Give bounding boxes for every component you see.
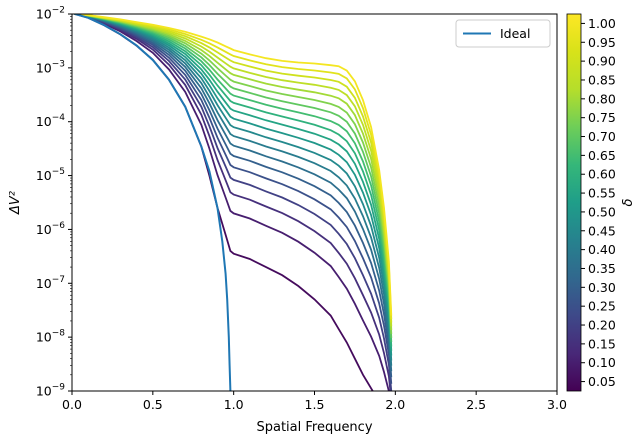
colorbar-tick-label: 0.65: [588, 148, 616, 163]
delta-series-line: [72, 14, 393, 356]
y-tick-label: 10−5: [36, 167, 65, 183]
colorbar-tick-label: 0.55: [588, 186, 616, 201]
colorbar-tick-label: 0.45: [588, 223, 616, 238]
colorbar-tick-label: 0.90: [588, 54, 616, 69]
y-tick-base: 10: [36, 7, 52, 22]
x-axis: 0.0 0.5 1.0 1.5 2.0 2.5 3.0: [62, 391, 567, 412]
y-tick-base: 10: [36, 168, 52, 183]
legend: Ideal: [455, 19, 551, 48]
x-tick-label: 2.0: [385, 397, 405, 412]
ideal-series-layer: [72, 14, 232, 391]
x-tick-label: 2.5: [466, 397, 486, 412]
y-tick-base: 10: [36, 384, 52, 399]
y-tick-exponent: −9: [52, 383, 66, 393]
legend-frame: [455, 19, 551, 48]
y-tick-exponent: −3: [52, 59, 65, 69]
y-tick-exponent: −6: [52, 221, 66, 231]
colorbar-tick-label: 0.30: [588, 280, 616, 295]
y-tick-label: 10−2: [36, 6, 65, 22]
delta-series-line: [72, 14, 393, 347]
ideal-series-line: [72, 14, 232, 391]
colorbar-tick-label: 0.85: [588, 72, 616, 87]
colorbar-tick-label: 0.60: [588, 167, 616, 182]
colorbar-tick-label: 0.70: [588, 129, 616, 144]
colorbar-tick-label: 0.25: [588, 299, 616, 314]
colorbar-tick-label: 0.50: [588, 204, 616, 219]
colorbar-tick-label: 0.95: [588, 35, 616, 50]
legend-ideal-label: Ideal: [500, 26, 530, 41]
delta-series-line: [72, 14, 393, 316]
x-axis-label: Spatial Frequency: [256, 420, 372, 435]
x-tick-label: 0.0: [62, 397, 82, 412]
y-tick-base: 10: [36, 222, 52, 237]
y-tick-base: 10: [36, 276, 52, 291]
colorbar-tick-label: 0.40: [588, 242, 616, 257]
delta-series-line: [72, 14, 393, 384]
colorbar-tick-label: 0.80: [588, 91, 616, 106]
x-tick-label: 1.5: [305, 397, 325, 412]
colorbar-tick-label: 0.20: [588, 318, 616, 333]
x-tick-label: 0.5: [143, 397, 163, 412]
y-tick-exponent: −4: [52, 113, 66, 123]
x-tick-label: 3.0: [547, 397, 567, 412]
colorbar: [566, 13, 582, 392]
y-tick-label: 10−7: [36, 275, 65, 291]
colorbar-label: δ: [621, 198, 636, 206]
delta-series-line: [72, 14, 393, 361]
y-tick-label: 10−9: [36, 383, 65, 399]
y-tick-exponent: −8: [52, 329, 66, 339]
delta-series-line: [72, 14, 393, 378]
y-axis: 10−210−310−410−510−610−710−810−9: [36, 6, 72, 399]
delta-series-line: [72, 14, 392, 391]
y-tick-base: 10: [36, 330, 52, 345]
delta-series-line: [72, 14, 393, 323]
y-tick-exponent: −2: [52, 6, 65, 16]
x-tick-label: 1.0: [224, 397, 244, 412]
delta-series-line: [72, 14, 393, 391]
y-tick-exponent: −5: [52, 167, 65, 177]
y-axis-label: ΔV²: [8, 191, 23, 215]
colorbar-ticks: 0.05 0.10 0.15 0.20 0.25 0.30 0.35 0.40 0.45 0.50…: [581, 16, 616, 389]
delta-series-line: [72, 14, 393, 366]
colorbar-tick-label: 1.00: [588, 16, 616, 31]
y-tick-label: 10−6: [36, 221, 65, 237]
colorbar-tick-label: 0.05: [588, 374, 616, 389]
colorbar-tick-label: 0.75: [588, 110, 616, 125]
colorbar-tick-label: 0.15: [588, 336, 616, 351]
y-tick-label: 10−3: [36, 59, 65, 75]
delta-series-line: [72, 14, 390, 391]
y-tick-base: 10: [36, 60, 52, 75]
plot-area: [72, 14, 393, 391]
colorbar-tick-label: 0.35: [588, 261, 616, 276]
y-tick-label: 10−8: [36, 329, 65, 345]
delta-series-line: [72, 14, 393, 372]
y-tick-base: 10: [36, 114, 52, 129]
y-tick-label: 10−4: [36, 113, 65, 129]
y-tick-exponent: −7: [52, 275, 65, 285]
colorbar-tick-label: 0.10: [588, 355, 616, 370]
